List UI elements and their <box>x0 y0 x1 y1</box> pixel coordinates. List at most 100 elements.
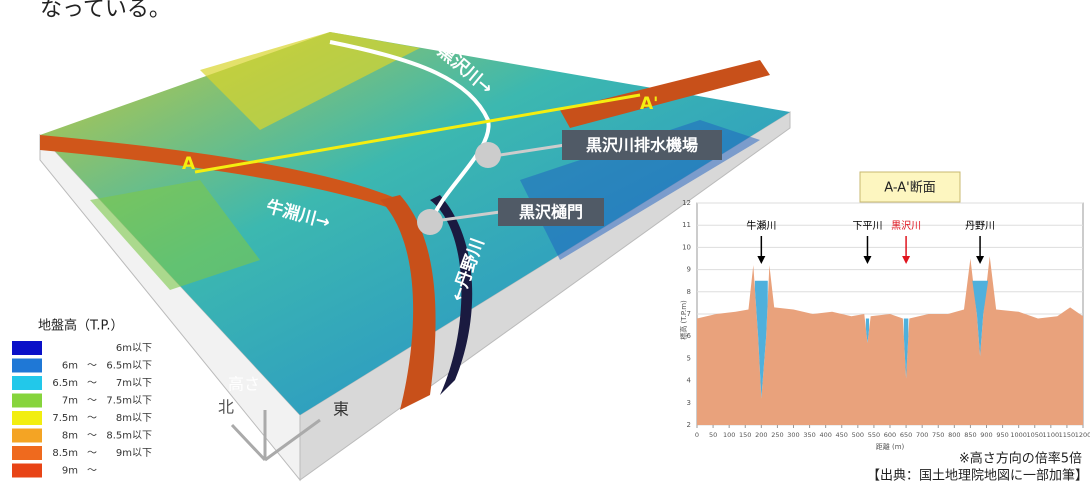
legend-swatch <box>12 393 42 408</box>
arrow-head <box>976 256 985 264</box>
legend-sep: ～ <box>87 361 97 372</box>
x-tick-label: 200 <box>755 431 767 439</box>
y-tick-label: 11 <box>682 221 691 229</box>
legend-from: 8m <box>62 431 78 442</box>
map-label: A' <box>640 94 658 114</box>
x-tick-label: 550 <box>868 431 880 439</box>
marker <box>417 209 443 235</box>
legend-sep: ～ <box>87 466 97 477</box>
leader <box>441 210 501 222</box>
y-tick-label: 4 <box>687 377 692 385</box>
y-tick-label: 8 <box>687 288 691 296</box>
x-tick-label: 50 <box>709 431 717 439</box>
water <box>754 280 768 399</box>
y-tick-label: 2 <box>687 421 691 429</box>
section-line <box>194 93 641 174</box>
x-tick-label: 850 <box>964 431 976 439</box>
river <box>430 195 473 395</box>
legend-sep: ～ <box>87 448 97 459</box>
water <box>903 318 909 379</box>
x-tick-label: 1150 <box>1059 431 1076 439</box>
annotation: 黒沢川 <box>891 219 921 232</box>
x-tick-label: 1000 <box>1010 431 1027 439</box>
terrain-patch <box>90 180 260 290</box>
legend-swatch <box>12 358 42 373</box>
arrow-head <box>757 256 766 264</box>
tag-box <box>562 130 722 160</box>
x-tick-label: 800 <box>948 431 960 439</box>
legend-swatch <box>12 376 42 390</box>
levee <box>40 135 410 215</box>
legend-swatch <box>12 411 42 425</box>
legend: 6m以下 6m ～ 6.5m以下 6.5m ～ 7m以下 7m ～ 7.5m以下 7.5m ～ 8m以下… <box>12 341 152 478</box>
annotation: 丹野川 <box>965 220 995 232</box>
x-tick-label: 350 <box>803 431 815 439</box>
chart: 2 3 4 5 6 7 8 9 10 11 12 0 50 100 150 200 250 300 350 400 45… <box>679 199 1090 451</box>
legend-to: 7.5m以下 <box>106 396 152 407</box>
x-tick-label: 700 <box>916 431 928 439</box>
x-tick-label: 100 <box>723 431 735 439</box>
annotation: 下平川 <box>852 221 882 232</box>
x-tick-label: 1050 <box>1026 431 1043 439</box>
marker <box>475 142 501 168</box>
legend-from: 8.5m <box>52 448 78 459</box>
x-tick-label: 900 <box>980 431 992 439</box>
y-tick-label: 6 <box>687 332 692 340</box>
tag-box <box>498 198 604 226</box>
x-axis-label: 距離 (m) <box>876 442 905 451</box>
x-tick-label: 1200 <box>1075 431 1090 439</box>
legend-to: 8m以下 <box>116 413 152 424</box>
x-tick-label: 0 <box>695 431 699 439</box>
legend-to: 8.5m以下 <box>106 431 152 442</box>
x-tick-label: 750 <box>932 431 944 439</box>
chart-title-box <box>859 171 961 203</box>
terrain-patch <box>200 32 420 130</box>
legend-swatch <box>12 428 42 443</box>
x-tick-label: 300 <box>787 431 799 439</box>
note: ※高さ方向の倍率5倍 <box>959 451 1082 467</box>
x-tick-label: 600 <box>884 431 896 439</box>
lead-text: なっている。 <box>40 0 171 22</box>
levee <box>560 60 770 128</box>
legend-sep: ～ <box>87 431 97 442</box>
legend-to: 6m以下 <box>116 343 152 354</box>
y-axis-label: 標高 (T.P.m) <box>679 300 688 340</box>
y-tick-label: 9 <box>687 266 691 274</box>
legend-title: 地盤高（T.P.） <box>38 318 123 334</box>
y-tick-label: 12 <box>682 199 691 207</box>
x-tick-label: 1100 <box>1043 431 1060 439</box>
legend-sep: ～ <box>87 396 97 407</box>
x-tick-label: 650 <box>900 431 912 439</box>
leader <box>499 143 566 157</box>
source: 【出典：国土地理院地図に一部加筆】 <box>867 469 1088 483</box>
legend-swatch <box>12 463 42 478</box>
legend-to: 6.5m以下 <box>106 361 152 372</box>
y-tick-label: 7 <box>687 310 691 318</box>
legend-sep: ～ <box>87 413 97 424</box>
levee <box>380 195 436 410</box>
legend-to: 9m以下 <box>116 448 152 459</box>
arrow-head <box>863 256 872 264</box>
y-tick-label: 3 <box>687 399 691 407</box>
x-tick-label: 950 <box>996 431 1008 439</box>
chart-title: A-A'断面 <box>884 181 935 196</box>
water <box>865 318 870 343</box>
x-tick-label: 400 <box>819 431 831 439</box>
legend-from: 7m <box>62 396 78 407</box>
tag: 黒沢川排水機場 <box>586 136 698 155</box>
arrow-head <box>902 256 911 264</box>
x-tick-label: 450 <box>836 431 848 439</box>
legend-swatch <box>12 446 42 460</box>
legend-sep: ～ <box>87 378 97 389</box>
axes-icon <box>230 410 321 462</box>
annotation: 牛瀬川 <box>746 219 776 232</box>
x-tick-label: 150 <box>739 431 751 439</box>
legend-to: 7m以下 <box>116 378 152 389</box>
x-tick-label: 500 <box>852 431 864 439</box>
water <box>972 280 989 357</box>
map-label: 北 <box>218 398 234 417</box>
ground-area <box>697 256 1083 425</box>
map-label: 東 <box>333 400 349 419</box>
